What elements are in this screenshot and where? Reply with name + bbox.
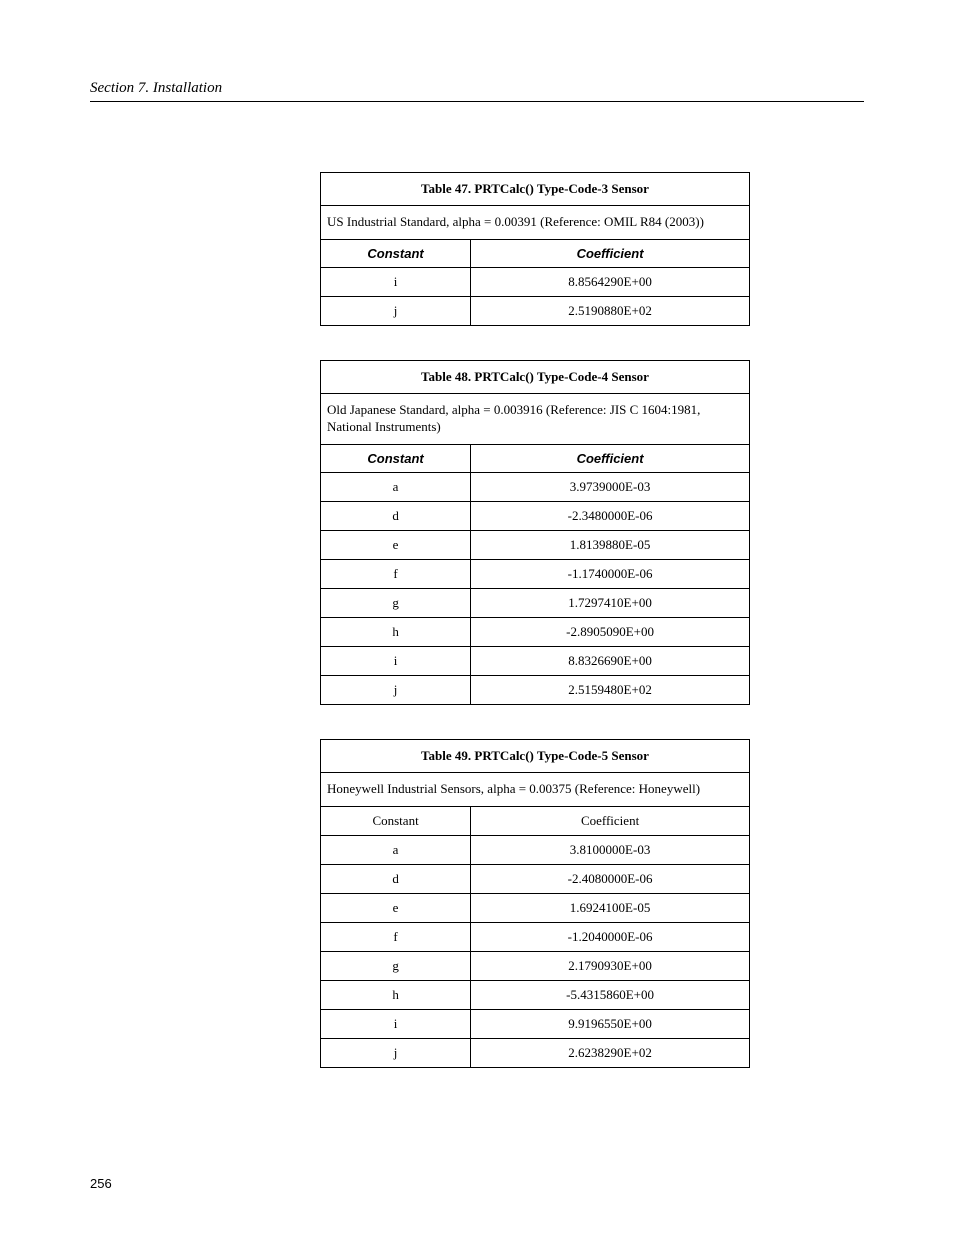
cell-constant: e bbox=[321, 530, 471, 559]
cell-coefficient: 8.8564290E+00 bbox=[471, 267, 750, 296]
table-row: h-5.4315860E+00 bbox=[321, 980, 750, 1009]
table-row: f-1.1740000E-06 bbox=[321, 559, 750, 588]
cell-constant: j bbox=[321, 1038, 471, 1067]
table-row: d-2.3480000E-06 bbox=[321, 501, 750, 530]
table-row: i9.9196550E+00 bbox=[321, 1009, 750, 1038]
cell-constant: d bbox=[321, 864, 471, 893]
cell-coefficient: -1.2040000E-06 bbox=[471, 922, 750, 951]
cell-constant: j bbox=[321, 296, 471, 325]
cell-coefficient: -1.1740000E-06 bbox=[471, 559, 750, 588]
table-description: Old Japanese Standard, alpha = 0.003916 … bbox=[321, 393, 750, 444]
col-header-constant: Constant bbox=[321, 806, 471, 835]
cell-coefficient: -2.3480000E-06 bbox=[471, 501, 750, 530]
table-row: e1.8139880E-05 bbox=[321, 530, 750, 559]
page-number: 256 bbox=[90, 1176, 112, 1191]
tables-container: Table 47. PRTCalc() Type-Code-3 Sensor U… bbox=[320, 172, 750, 1068]
cell-coefficient: 2.6238290E+02 bbox=[471, 1038, 750, 1067]
table-description: Honeywell Industrial Sensors, alpha = 0.… bbox=[321, 772, 750, 806]
cell-coefficient: 2.1790930E+00 bbox=[471, 951, 750, 980]
cell-coefficient: 1.7297410E+00 bbox=[471, 588, 750, 617]
cell-constant: h bbox=[321, 617, 471, 646]
table-title: Table 48. PRTCalc() Type-Code-4 Sensor bbox=[321, 360, 750, 393]
cell-constant: e bbox=[321, 893, 471, 922]
cell-coefficient: 9.9196550E+00 bbox=[471, 1009, 750, 1038]
table-row: j 2.5190880E+02 bbox=[321, 296, 750, 325]
cell-constant: f bbox=[321, 559, 471, 588]
col-header-constant: Constant bbox=[321, 239, 471, 267]
table-row: a3.8100000E-03 bbox=[321, 835, 750, 864]
cell-constant: a bbox=[321, 835, 471, 864]
section-header: Section 7. Installation bbox=[90, 80, 864, 102]
cell-coefficient: 3.9739000E-03 bbox=[471, 472, 750, 501]
cell-coefficient: 1.8139880E-05 bbox=[471, 530, 750, 559]
page: Section 7. Installation Table 47. PRTCal… bbox=[0, 0, 954, 1235]
table-row: h-2.8905090E+00 bbox=[321, 617, 750, 646]
cell-coefficient: 2.5159480E+02 bbox=[471, 675, 750, 704]
col-header-coefficient: Coefficient bbox=[471, 806, 750, 835]
cell-constant: i bbox=[321, 646, 471, 675]
table-row: i8.8326690E+00 bbox=[321, 646, 750, 675]
cell-coefficient: 3.8100000E-03 bbox=[471, 835, 750, 864]
cell-coefficient: -2.8905090E+00 bbox=[471, 617, 750, 646]
cell-coefficient: 1.6924100E-05 bbox=[471, 893, 750, 922]
cell-coefficient: -5.4315860E+00 bbox=[471, 980, 750, 1009]
cell-coefficient: 2.5190880E+02 bbox=[471, 296, 750, 325]
table-row: j2.5159480E+02 bbox=[321, 675, 750, 704]
cell-coefficient: 8.8326690E+00 bbox=[471, 646, 750, 675]
table-row: d-2.4080000E-06 bbox=[321, 864, 750, 893]
table-row: g2.1790930E+00 bbox=[321, 951, 750, 980]
table-row: e1.6924100E-05 bbox=[321, 893, 750, 922]
cell-coefficient: -2.4080000E-06 bbox=[471, 864, 750, 893]
cell-constant: i bbox=[321, 267, 471, 296]
cell-constant: h bbox=[321, 980, 471, 1009]
table-title: Table 49. PRTCalc() Type-Code-5 Sensor bbox=[321, 739, 750, 772]
table-description: US Industrial Standard, alpha = 0.00391 … bbox=[321, 206, 750, 240]
table-row: a3.9739000E-03 bbox=[321, 472, 750, 501]
table-49: Table 49. PRTCalc() Type-Code-5 Sensor H… bbox=[320, 739, 750, 1068]
col-header-coefficient: Coefficient bbox=[471, 444, 750, 472]
col-header-coefficient: Coefficient bbox=[471, 239, 750, 267]
col-header-constant: Constant bbox=[321, 444, 471, 472]
table-47: Table 47. PRTCalc() Type-Code-3 Sensor U… bbox=[320, 172, 750, 326]
cell-constant: j bbox=[321, 675, 471, 704]
table-row: f-1.2040000E-06 bbox=[321, 922, 750, 951]
cell-constant: g bbox=[321, 588, 471, 617]
table-48: Table 48. PRTCalc() Type-Code-4 Sensor O… bbox=[320, 360, 750, 705]
table-row: g1.7297410E+00 bbox=[321, 588, 750, 617]
cell-constant: f bbox=[321, 922, 471, 951]
table-row: j2.6238290E+02 bbox=[321, 1038, 750, 1067]
table-title: Table 47. PRTCalc() Type-Code-3 Sensor bbox=[321, 173, 750, 206]
cell-constant: g bbox=[321, 951, 471, 980]
cell-constant: a bbox=[321, 472, 471, 501]
cell-constant: i bbox=[321, 1009, 471, 1038]
table-row: i 8.8564290E+00 bbox=[321, 267, 750, 296]
cell-constant: d bbox=[321, 501, 471, 530]
